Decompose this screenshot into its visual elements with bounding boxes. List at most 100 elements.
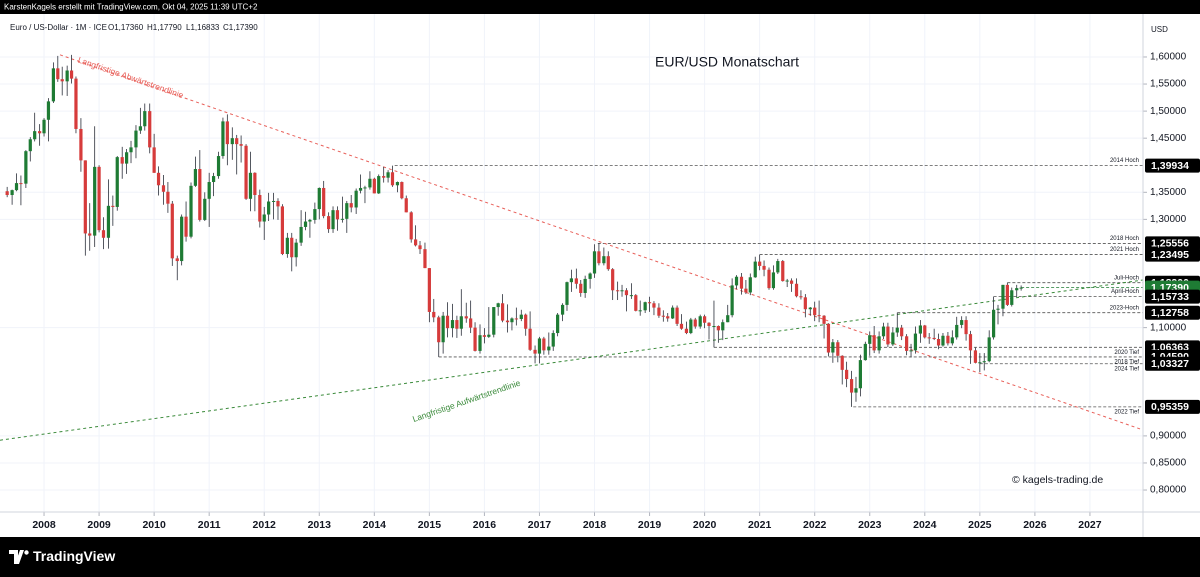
candle-body [913, 333, 918, 351]
candle-body [19, 183, 23, 185]
candle-body [941, 335, 945, 346]
price-label-box [1145, 236, 1200, 251]
candle-body [74, 78, 78, 129]
candle-body [936, 338, 941, 346]
candle-body [60, 79, 64, 82]
candle-body [950, 337, 954, 344]
price-label: 1,23495 [1151, 249, 1189, 261]
axes: 1,60000 1,55000 1,50000 1,45000 1,35000 1,300… [32, 52, 1200, 531]
candle-body [125, 152, 129, 164]
candle-body [235, 138, 239, 145]
candle-body [239, 144, 243, 146]
candle-body [56, 68, 60, 80]
candle-body [753, 261, 757, 278]
price-label: 1,03327 [1151, 358, 1189, 370]
logo-icon [9, 550, 24, 564]
candle-body [808, 307, 812, 310]
x-tick-label: 2026 [1023, 519, 1047, 531]
level-note: 2018 Tief [1114, 359, 1139, 365]
price-label-box [1145, 158, 1200, 173]
candle-body [294, 242, 298, 258]
candle-body [519, 314, 523, 319]
candle-body [822, 315, 826, 324]
candle-body [244, 145, 248, 199]
candle-body [611, 269, 615, 291]
candle-body [510, 318, 514, 323]
candle-body [276, 200, 280, 207]
candle-body [258, 195, 262, 222]
candle-body [657, 307, 661, 316]
candle-body [345, 203, 349, 219]
candle-body [152, 147, 156, 173]
candle-body [854, 388, 858, 393]
candle-body [313, 209, 317, 220]
candle-body [845, 369, 849, 380]
level-note: 2021 Hoch [1110, 247, 1139, 253]
candle-body [712, 326, 716, 328]
price-label: 0,95359 [1151, 401, 1189, 413]
candle-body [368, 178, 372, 188]
candle-body [437, 317, 441, 343]
x-tick-label: 2025 [968, 519, 992, 531]
candle-body [79, 128, 83, 161]
candle-body [569, 278, 573, 283]
header-bar [0, 0, 1200, 14]
x-tick-label: 2027 [1078, 519, 1102, 531]
candle-body [193, 169, 198, 186]
x-tick-label: 2011 [198, 519, 221, 531]
candle-body [390, 172, 395, 186]
candle-body [840, 355, 844, 370]
candle-body [932, 337, 936, 339]
logo-dot [24, 550, 29, 555]
candle-body [602, 256, 606, 264]
candle-body [24, 151, 28, 184]
candle-body [303, 221, 308, 227]
candle-body [148, 111, 152, 148]
candle-body [354, 190, 358, 208]
candle-body [267, 201, 271, 215]
candle-body [973, 350, 978, 363]
candle-body [409, 212, 413, 240]
candle-body [386, 172, 390, 178]
y-tick-label: 0,90000 [1150, 431, 1187, 442]
candle-body [836, 342, 840, 356]
candle-body [606, 256, 610, 270]
trendline [59, 54, 1143, 431]
candle-body [826, 323, 831, 353]
candle-body [500, 303, 505, 321]
candle-body [427, 268, 431, 312]
candle-body [414, 239, 418, 246]
candle-body [382, 176, 386, 178]
tradingview-logo: TradingView [9, 548, 115, 564]
candle-body [955, 324, 959, 338]
candle-body [886, 326, 890, 345]
candle-body [730, 285, 734, 316]
candle-body [469, 318, 473, 328]
candle-body [900, 327, 904, 337]
candle-body [693, 319, 697, 327]
candle-body [905, 336, 909, 351]
candle-body [666, 316, 670, 319]
candle-body [377, 176, 381, 194]
candle-body [868, 335, 872, 344]
candle-body [505, 320, 510, 323]
candle-body [776, 261, 780, 273]
candle-body [721, 322, 725, 331]
candle-body [65, 70, 69, 82]
candle-body [459, 316, 463, 329]
candle-body [230, 138, 234, 145]
level-note: 2020 Tief [1114, 350, 1139, 356]
price-label: 1,12758 [1151, 307, 1189, 319]
candle-body [960, 320, 964, 325]
candle-body [482, 335, 487, 337]
currency: USD [1151, 25, 1168, 34]
candle-body [5, 191, 9, 196]
header-text: KarstenKagels erstellt mit TradingView.c… [4, 3, 258, 12]
candle-body [1005, 284, 1009, 305]
candle-body [10, 190, 14, 196]
candle-body [51, 68, 56, 102]
candle-body [441, 315, 445, 343]
grid [0, 14, 1143, 512]
candle-body [464, 316, 468, 319]
